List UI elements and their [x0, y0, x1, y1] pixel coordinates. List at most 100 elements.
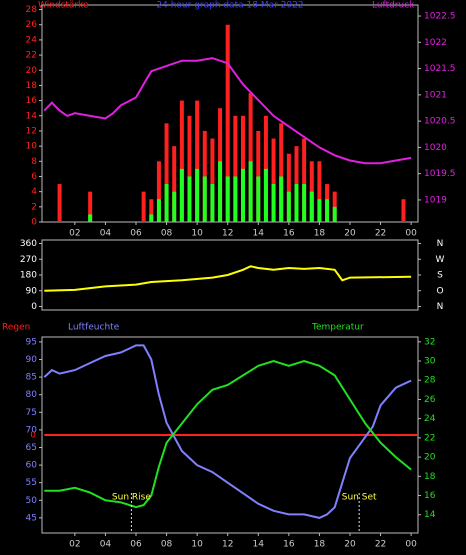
bar: [401, 199, 406, 222]
x-tick-label: 18: [314, 540, 326, 550]
y2-tick-label: 28: [424, 376, 436, 386]
x-tick-label: 04: [100, 540, 112, 550]
bar: [88, 214, 93, 222]
x-tick-label: 22: [375, 540, 386, 550]
bar: [210, 184, 215, 222]
bar: [309, 191, 314, 222]
bar: [164, 123, 169, 222]
plot-frame: [41, 4, 419, 223]
y-tick-label: 18: [26, 81, 38, 91]
bar: [179, 100, 184, 222]
x-tick-label: 08: [161, 540, 173, 550]
y2-tick-label: O: [436, 286, 443, 296]
bar: [248, 93, 253, 223]
y-tick-label: 24: [26, 35, 38, 45]
y3-tick-label: 0: [30, 431, 36, 441]
x-tick-label: 02: [69, 229, 80, 239]
y-tick-label: 14: [26, 111, 38, 121]
y2-tick-label: 1022: [424, 38, 447, 48]
legend-entry: Luftfeuchte: [68, 323, 120, 333]
bar: [233, 176, 238, 222]
bar: [187, 115, 192, 222]
y2-tick-label: 1022.5: [424, 12, 456, 22]
y2-tick-label: 1021.5: [424, 64, 456, 74]
bar: [164, 184, 169, 222]
x-tick-label: 16: [283, 229, 295, 239]
y-tick-label: 50: [26, 496, 38, 506]
series-line: [44, 265, 412, 292]
bar: [88, 191, 93, 222]
y-tick-label: 6: [31, 172, 37, 182]
y-tick-label: 360: [20, 239, 37, 249]
bar: [294, 184, 299, 222]
x-tick-label: 20: [344, 229, 356, 239]
bar: [271, 184, 276, 222]
bar: [263, 168, 268, 222]
bar: [279, 176, 284, 222]
y-tick-label: 85: [26, 373, 37, 383]
x-tick-label: 00: [405, 540, 417, 550]
y-tick-label: 0: [31, 302, 37, 312]
y-tick-label: 10: [26, 142, 38, 152]
y-tick-label: 0: [31, 218, 37, 228]
y-tick-label: 16: [26, 96, 38, 106]
x-tick-label: 04: [100, 229, 112, 239]
y2-tick-label: 1019.5: [424, 169, 456, 179]
y2-tick-label: 22: [424, 433, 435, 443]
bar: [156, 161, 161, 222]
bar: [248, 161, 253, 222]
x-tick-label: 06: [130, 229, 142, 239]
bar: [233, 115, 238, 222]
x-tick-label: 18: [314, 229, 326, 239]
x-tick-label: 16: [283, 540, 295, 550]
bar: [172, 191, 177, 222]
bar: [302, 138, 307, 222]
bar: [179, 168, 184, 222]
bar: [225, 24, 230, 223]
y2-tick-label: S: [437, 271, 443, 281]
bar: [149, 214, 154, 222]
bar: [317, 161, 322, 222]
x-tick-label: 02: [69, 540, 80, 550]
x-tick-label: 22: [375, 229, 386, 239]
y2-tick-label: 1021: [424, 90, 447, 100]
y-tick-label: 20: [26, 66, 38, 76]
y-tick-label: 60: [26, 461, 38, 471]
bar: [187, 176, 192, 222]
bar: [202, 176, 207, 222]
x-tick-label: 00: [405, 229, 417, 239]
x-tick-label: 12: [222, 540, 233, 550]
bar: [57, 184, 62, 222]
bar: [332, 206, 337, 222]
bar: [195, 168, 200, 222]
y2-tick-label: 26: [424, 395, 436, 405]
y2-tick-label: W: [436, 255, 445, 265]
bar: [156, 199, 161, 222]
annotation: Sun Rise: [112, 493, 151, 503]
y2-tick-label: N: [437, 239, 444, 249]
y-tick-label: 270: [20, 255, 37, 265]
y2-tick-label: 1020: [424, 143, 447, 153]
y2-tick-label: 24: [424, 414, 436, 424]
bar: [240, 168, 245, 222]
bar: [195, 100, 200, 222]
y-tick-label: 4: [31, 187, 37, 197]
bar: [294, 146, 299, 222]
y-tick-label: 95: [26, 337, 37, 347]
y-tick-label: 90: [26, 355, 38, 365]
bar: [286, 153, 291, 222]
bar: [149, 199, 154, 222]
x-tick-label: 20: [344, 540, 356, 550]
y-tick-label: 75: [26, 408, 37, 418]
series-line: [43, 344, 412, 519]
bar: [225, 176, 230, 222]
y-tick-label: 180: [20, 271, 37, 281]
annotation: Sun Set: [342, 493, 377, 503]
y2-tick-label: 20: [424, 453, 436, 463]
y2-tick-label: 16: [424, 491, 436, 501]
y-tick-label: 28: [26, 5, 38, 15]
bar: [279, 123, 284, 222]
y2-tick-label: 14: [424, 510, 436, 520]
y-tick-label: 70: [26, 425, 38, 435]
